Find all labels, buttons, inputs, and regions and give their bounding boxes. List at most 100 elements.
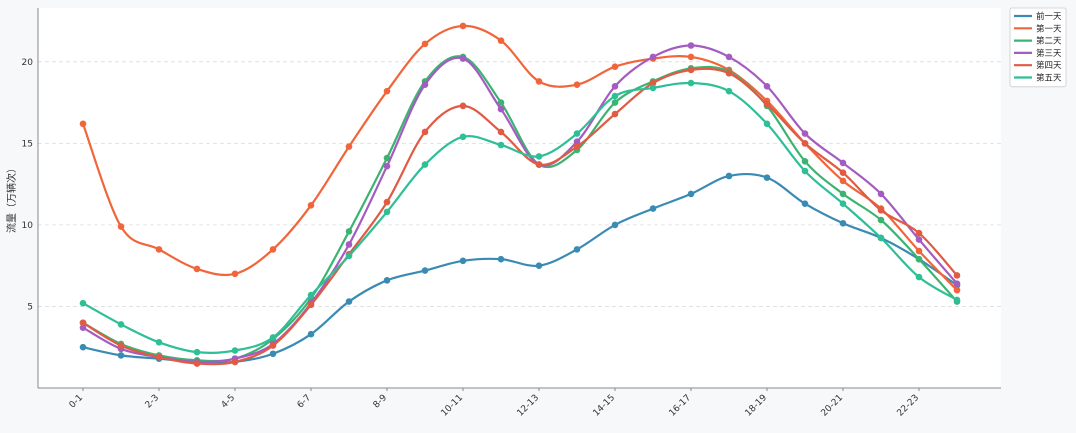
data-point bbox=[915, 255, 923, 263]
series-group bbox=[79, 22, 961, 367]
data-point bbox=[649, 79, 657, 87]
data-point bbox=[497, 255, 505, 263]
data-point bbox=[611, 92, 619, 100]
data-point bbox=[573, 246, 581, 253]
y-axis-label: 流量（万辆次） bbox=[5, 163, 18, 233]
data-point bbox=[307, 301, 315, 309]
data-point bbox=[117, 321, 125, 328]
axes bbox=[37, 8, 1001, 389]
data-point bbox=[801, 200, 809, 208]
data-point bbox=[687, 42, 695, 49]
data-point bbox=[535, 161, 543, 168]
data-point bbox=[497, 128, 505, 136]
data-point bbox=[915, 236, 923, 243]
data-point bbox=[497, 105, 505, 113]
data-point bbox=[915, 247, 923, 255]
data-point bbox=[193, 360, 201, 367]
data-point bbox=[573, 143, 581, 150]
data-point bbox=[155, 339, 163, 346]
data-point bbox=[79, 343, 87, 351]
data-point bbox=[117, 342, 125, 349]
data-point bbox=[535, 262, 543, 269]
data-point bbox=[421, 81, 429, 88]
y-tick-label: 15 bbox=[22, 139, 33, 149]
y-tick-label: 10 bbox=[22, 221, 34, 231]
data-point bbox=[117, 352, 125, 359]
x-tick-label: 8-9 bbox=[372, 393, 390, 411]
data-point bbox=[421, 161, 429, 168]
data-point bbox=[383, 154, 391, 162]
x-tick-label: 0-1 bbox=[68, 393, 85, 410]
data-point bbox=[307, 202, 315, 209]
data-point bbox=[497, 141, 505, 149]
data-point bbox=[231, 347, 239, 354]
data-point bbox=[763, 174, 771, 181]
data-point bbox=[687, 79, 695, 87]
data-point bbox=[79, 324, 87, 331]
data-point bbox=[839, 190, 847, 198]
data-point bbox=[193, 348, 201, 356]
x-tick-label: 16-17 bbox=[668, 393, 694, 419]
data-point bbox=[839, 177, 847, 185]
data-point bbox=[497, 99, 505, 106]
data-point bbox=[307, 291, 315, 299]
data-point bbox=[611, 82, 619, 90]
data-point bbox=[839, 200, 847, 208]
legend-label: 第三天 bbox=[1036, 48, 1062, 59]
data-point bbox=[459, 22, 467, 30]
data-point bbox=[79, 120, 87, 128]
data-point bbox=[573, 81, 581, 88]
series-5 bbox=[79, 66, 961, 367]
data-point bbox=[117, 223, 125, 230]
data-point bbox=[345, 298, 353, 305]
x-tick-label: 18-19 bbox=[744, 393, 770, 419]
data-point bbox=[383, 162, 391, 170]
data-point bbox=[877, 206, 885, 214]
data-point bbox=[269, 334, 277, 341]
data-point bbox=[611, 63, 619, 71]
legend-label: 第一天 bbox=[1036, 23, 1062, 34]
data-point bbox=[459, 133, 467, 141]
legend-label: 第四天 bbox=[1036, 60, 1062, 71]
data-point bbox=[725, 69, 733, 77]
legend-label: 第五天 bbox=[1036, 73, 1062, 84]
data-point bbox=[535, 153, 543, 160]
data-point bbox=[345, 143, 353, 150]
x-tick-label: 10-11 bbox=[440, 393, 466, 419]
series-6 bbox=[79, 79, 961, 356]
y-tick-label: 5 bbox=[27, 302, 33, 312]
data-point bbox=[459, 55, 467, 62]
data-point bbox=[79, 319, 87, 327]
data-point bbox=[649, 84, 657, 92]
data-point bbox=[725, 53, 733, 61]
data-point bbox=[611, 99, 619, 106]
data-point bbox=[801, 130, 809, 137]
data-point bbox=[307, 330, 315, 338]
data-point bbox=[687, 53, 695, 61]
data-point bbox=[611, 110, 619, 118]
data-point bbox=[725, 87, 733, 95]
data-point bbox=[421, 40, 429, 48]
data-point bbox=[421, 267, 429, 274]
data-point bbox=[877, 234, 885, 242]
data-point bbox=[839, 169, 847, 177]
data-point bbox=[763, 120, 771, 128]
x-tick-label: 22-23 bbox=[896, 393, 922, 419]
data-point bbox=[839, 159, 847, 167]
data-point bbox=[953, 296, 961, 304]
data-point bbox=[345, 241, 353, 248]
data-point bbox=[383, 277, 391, 284]
data-point bbox=[877, 190, 885, 198]
data-point bbox=[383, 208, 391, 216]
data-point bbox=[79, 299, 87, 307]
plot-area bbox=[38, 8, 1001, 388]
data-point bbox=[155, 246, 163, 253]
data-point bbox=[839, 219, 847, 227]
data-point bbox=[497, 37, 505, 44]
data-point bbox=[383, 198, 391, 206]
data-point bbox=[953, 286, 961, 294]
data-point bbox=[231, 270, 239, 278]
x-tick-label: 20-21 bbox=[820, 393, 846, 419]
data-point bbox=[801, 158, 809, 165]
